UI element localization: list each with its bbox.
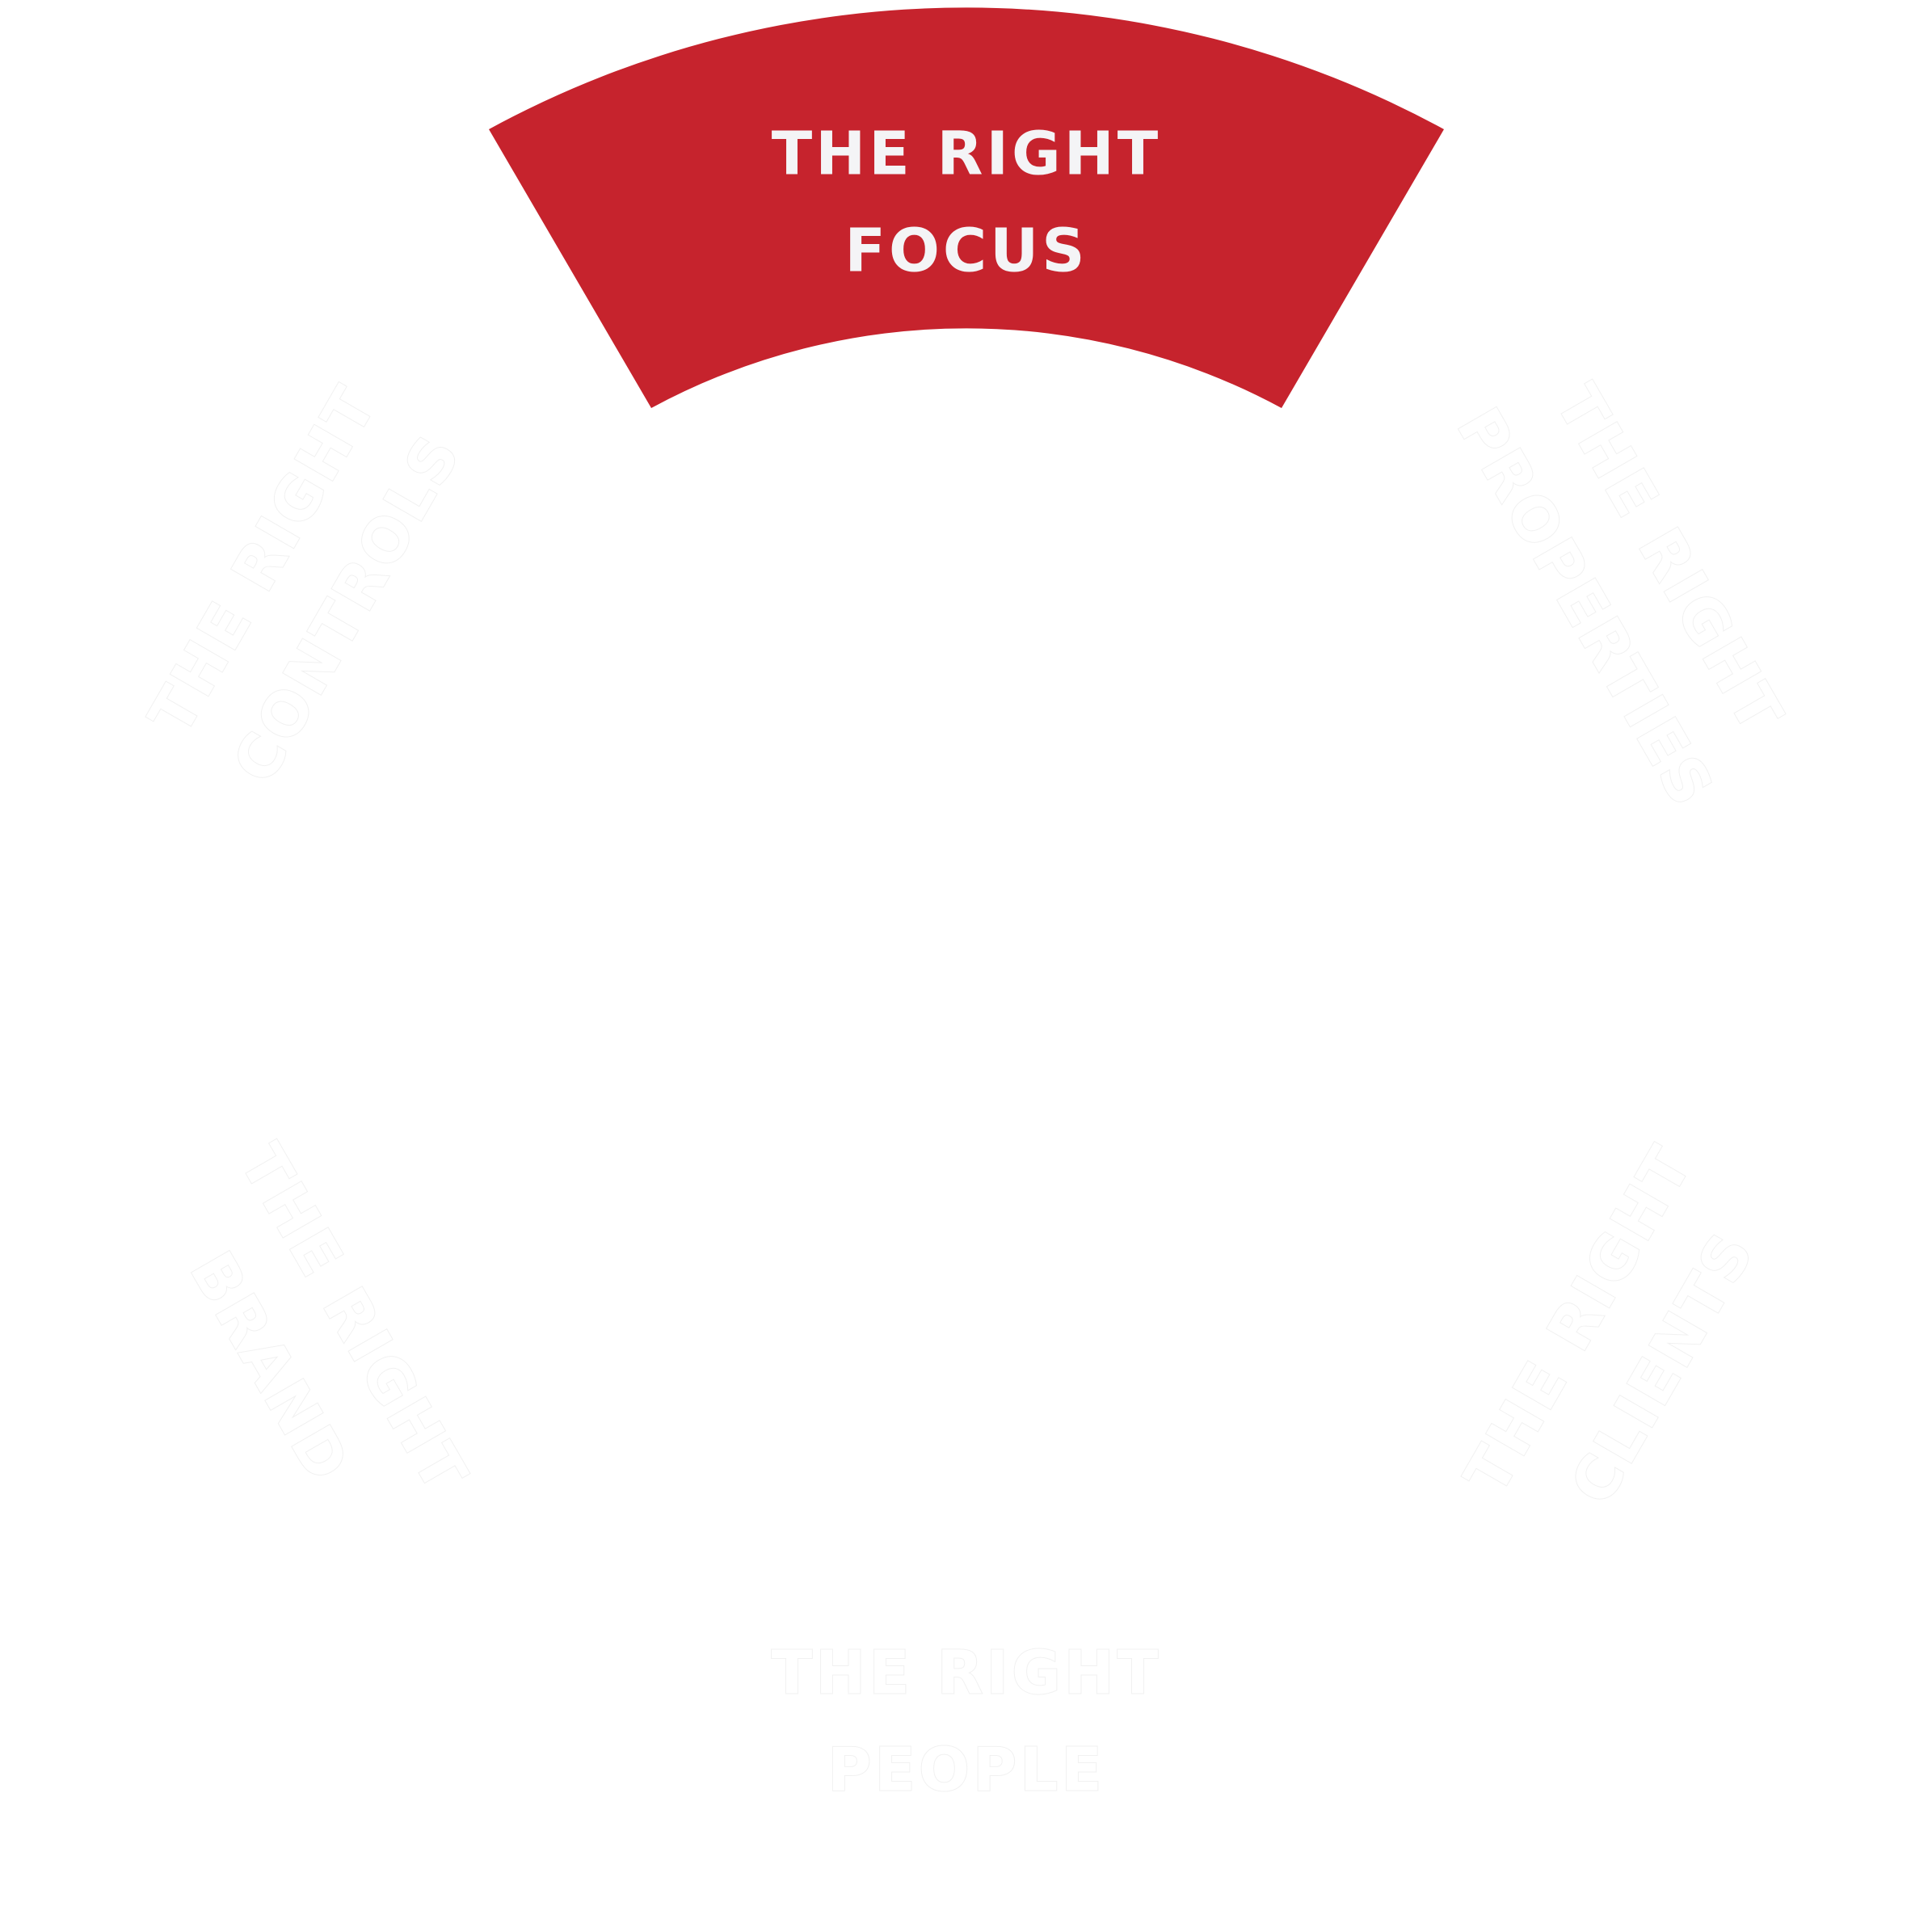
segment-the-right-focus[interactable] — [489, 7, 1444, 409]
segment-people-label-line2: PEOPLE — [827, 1736, 1105, 1805]
segment-focus-label-line1: THE RIGHT — [772, 120, 1161, 189]
segment-focus-label-line2: FOCUS — [844, 217, 1088, 286]
segment-focus-band — [489, 7, 1444, 409]
segment-people-label-line1: THE RIGHT — [772, 1639, 1161, 1708]
